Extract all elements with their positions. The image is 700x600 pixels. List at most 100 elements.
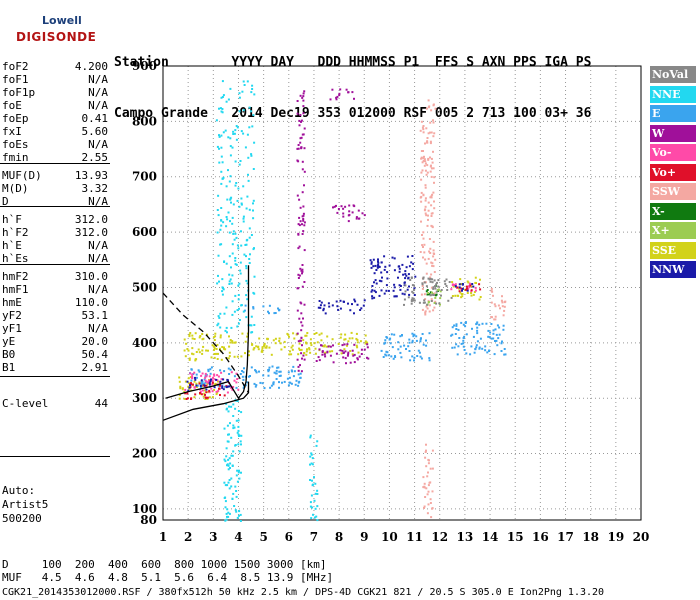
data-point-x	[429, 291, 432, 294]
data-point-vo	[470, 289, 473, 292]
data-point-sse	[199, 335, 202, 337]
data-point-e	[425, 339, 427, 342]
data-point-ssw	[503, 309, 506, 312]
data-point-sse	[213, 389, 215, 391]
data-point-sse	[357, 351, 360, 354]
data-point-e	[198, 370, 201, 373]
data-point-nne	[226, 515, 228, 518]
data-point-nne	[247, 179, 250, 182]
data-point-vo	[460, 287, 463, 290]
data-point-sse	[179, 387, 182, 390]
data-point-nne	[234, 444, 237, 447]
data-point-nne	[230, 405, 233, 408]
data-point-nne	[246, 80, 249, 83]
data-point-nne	[221, 161, 224, 164]
data-point-sse	[451, 295, 454, 297]
data-point-w	[341, 344, 344, 347]
data-point-nnw	[398, 270, 401, 273]
data-point-w	[296, 332, 299, 335]
data-point-ssw	[429, 467, 432, 470]
data-point-w	[321, 353, 324, 356]
data-point-noval	[423, 281, 426, 284]
data-point-e	[417, 349, 420, 352]
data-point-sse	[350, 331, 353, 334]
data-point-e	[428, 357, 431, 360]
data-point-nnw	[385, 289, 388, 292]
data-point-nne	[229, 154, 232, 157]
data-point-sse	[355, 337, 358, 340]
data-point-x	[439, 297, 442, 300]
data-point-w	[296, 112, 299, 115]
data-point-nnw	[373, 281, 375, 284]
data-point-nne	[252, 248, 255, 251]
data-point-sse	[346, 344, 348, 347]
data-point-nne	[228, 280, 231, 283]
data-point-nne	[249, 253, 251, 256]
data-point-nnw	[399, 288, 402, 291]
data-point-sse	[326, 335, 329, 338]
data-point-nnw	[399, 285, 402, 287]
data-point-ssw	[494, 318, 497, 321]
data-point-sse	[364, 342, 367, 345]
data-point-ssw	[430, 109, 433, 112]
data-point-sse	[305, 350, 308, 353]
data-point-ssw	[424, 186, 427, 189]
data-point-sse	[214, 332, 217, 335]
data-point-w	[303, 184, 305, 187]
data-point-e	[385, 354, 388, 357]
data-point-sse	[216, 358, 219, 360]
data-point-w	[302, 92, 305, 95]
data-point-e	[393, 333, 396, 336]
data-point-e	[384, 341, 387, 344]
data-point-nnw	[359, 309, 362, 311]
data-point-vo	[211, 390, 214, 393]
data-point-w	[297, 273, 300, 276]
data-point-ssw	[432, 309, 435, 312]
data-point-noval	[421, 282, 424, 285]
data-point-e	[411, 332, 414, 335]
data-point-e	[391, 346, 394, 349]
data-point-nne	[223, 312, 226, 315]
data-point-vo	[202, 384, 205, 387]
data-point-e	[465, 352, 468, 355]
data-point-e	[386, 351, 389, 354]
data-point-sse	[458, 287, 461, 290]
data-point-e	[411, 339, 414, 342]
data-point-e	[386, 336, 389, 339]
data-point-nne	[227, 511, 230, 514]
data-point-ssw	[429, 196, 432, 199]
data-point-sse	[310, 344, 313, 347]
param-name: B1	[2, 361, 16, 374]
data-point-e	[408, 350, 411, 352]
data-point-sse	[459, 278, 462, 281]
data-point-sse	[195, 386, 198, 388]
data-point-sse	[213, 353, 216, 355]
data-point-e	[267, 374, 270, 377]
param-value: N/A	[88, 73, 108, 86]
data-point-nnw	[331, 304, 334, 307]
data-point-vo	[456, 286, 459, 289]
data-point-sse	[337, 343, 340, 345]
data-point-nne	[247, 156, 250, 159]
data-point-nne	[234, 184, 237, 187]
data-point-nne	[232, 203, 235, 206]
data-point-nnw	[347, 302, 349, 305]
data-point-w	[297, 369, 300, 372]
data-point-noval	[433, 279, 436, 282]
data-point-nne	[242, 215, 245, 218]
data-point-w	[298, 317, 301, 320]
data-point-nnw	[408, 265, 411, 268]
data-point-nnw	[403, 281, 406, 284]
data-point-e	[450, 334, 453, 337]
data-point-nne	[220, 110, 223, 113]
data-point-nnw	[354, 300, 357, 303]
data-point-sse	[187, 382, 190, 385]
data-point-ssw	[432, 121, 435, 124]
data-point-ssw	[426, 164, 429, 167]
legend-item: NNW	[650, 261, 696, 278]
param-value: N/A	[88, 138, 108, 151]
data-point-nne	[231, 313, 234, 316]
data-point-e	[399, 351, 402, 354]
param-name: foE	[2, 99, 22, 112]
data-point-e	[279, 374, 282, 377]
